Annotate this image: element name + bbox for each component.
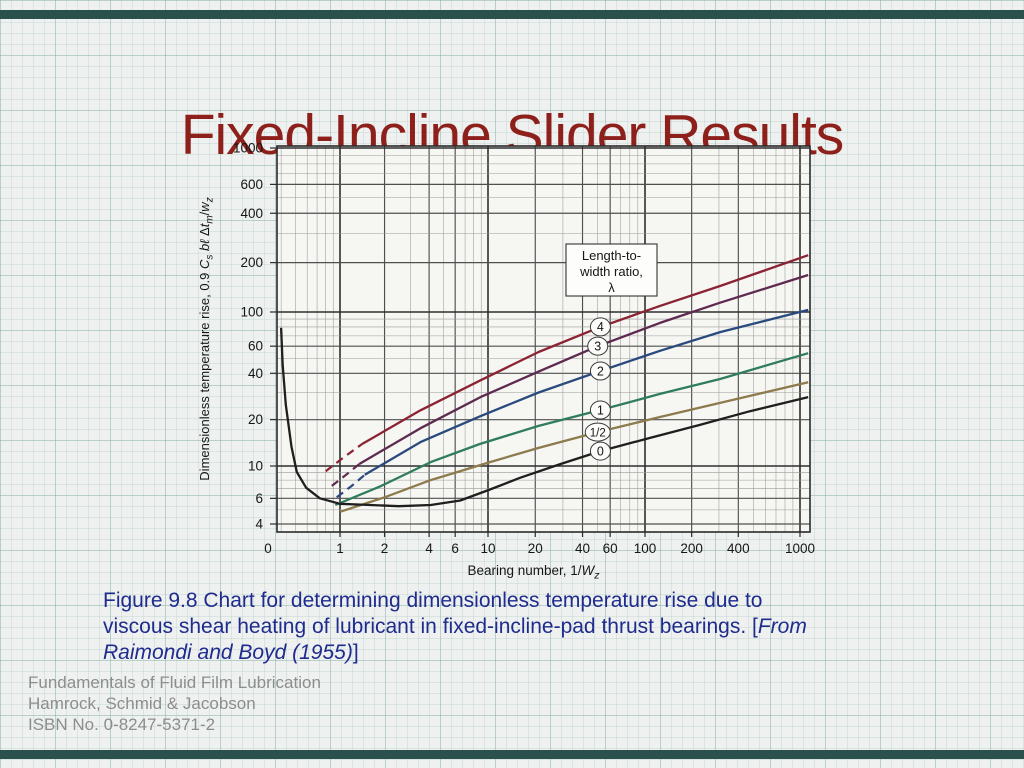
y-tick-labels: 4 6 10 20 40 60 100 200 400 600 1000 bbox=[233, 141, 264, 532]
svg-text:400: 400 bbox=[240, 206, 263, 221]
svg-text:100: 100 bbox=[634, 541, 657, 556]
plot-gridlines bbox=[277, 146, 810, 532]
curve-label-1/2: 1/2 bbox=[590, 427, 606, 439]
svg-text:2: 2 bbox=[381, 541, 389, 556]
curve-1/2 bbox=[339, 381, 809, 513]
curves bbox=[279, 254, 809, 513]
svg-text:200: 200 bbox=[240, 255, 263, 270]
curve-label-bubble-1/2 bbox=[584, 422, 611, 442]
book-credit: Fundamentals of Fluid Film Lubrication H… bbox=[28, 672, 528, 735]
curve-label-bubble-3 bbox=[587, 336, 609, 356]
curve-label-0: 0 bbox=[597, 444, 604, 458]
curve-4 bbox=[361, 254, 809, 445]
svg-text:4: 4 bbox=[425, 541, 433, 556]
curve-labels: 4 3 2 1 1/2 0 bbox=[584, 317, 611, 461]
svg-text:20: 20 bbox=[248, 412, 263, 427]
svg-text:1: 1 bbox=[336, 541, 344, 556]
curve-dashed-2 bbox=[336, 473, 366, 499]
book-authors: Hamrock, Schmid & Jacobson bbox=[28, 694, 256, 713]
figure-caption: Figure 9.8 Chart for determining dimensi… bbox=[103, 588, 933, 666]
svg-text:10: 10 bbox=[248, 459, 263, 474]
plot-background bbox=[277, 146, 810, 532]
curve-label-bubble-4 bbox=[589, 317, 611, 337]
svg-text:0: 0 bbox=[264, 541, 272, 556]
curve-label-bubble-2 bbox=[589, 361, 611, 381]
caption-line1: Figure 9.8 Chart for determining dimensi… bbox=[103, 589, 763, 612]
legend-box: Length-to-width ratio,λ bbox=[565, 243, 658, 297]
x-tick-labels: 0 1 2 4 6 10 20 40 60 100 200 400 1000 bbox=[264, 541, 815, 556]
svg-text:60: 60 bbox=[248, 339, 263, 354]
curve-1 bbox=[334, 352, 809, 507]
plot-frame bbox=[276, 145, 811, 533]
curve-3 bbox=[358, 273, 809, 465]
svg-text:6: 6 bbox=[451, 541, 459, 556]
curve-label-bubble-0 bbox=[589, 441, 611, 461]
svg-text:4: 4 bbox=[255, 517, 263, 532]
top-accent-bar bbox=[0, 10, 1024, 19]
svg-text:400: 400 bbox=[727, 541, 750, 556]
svg-text:6: 6 bbox=[255, 491, 263, 506]
caption-line3-italic: Raimondi and Boyd (1955) bbox=[103, 641, 353, 664]
caption-line2-italic: From bbox=[757, 615, 807, 638]
svg-text:1000: 1000 bbox=[233, 141, 263, 156]
svg-text:20: 20 bbox=[528, 541, 543, 556]
curve-dashed-3 bbox=[331, 463, 360, 487]
svg-text:100: 100 bbox=[240, 305, 263, 320]
axis-ticks bbox=[270, 147, 801, 537]
caption-line3-close: ] bbox=[352, 641, 359, 664]
svg-text:Length-to-: Length-to- bbox=[582, 248, 641, 263]
svg-text:40: 40 bbox=[248, 366, 263, 381]
svg-text:60: 60 bbox=[603, 541, 618, 556]
curve-label-2: 2 bbox=[597, 364, 604, 378]
curve-0 bbox=[279, 327, 809, 508]
svg-text:200: 200 bbox=[680, 541, 703, 556]
curve-label-4: 4 bbox=[597, 320, 604, 334]
curve-2 bbox=[364, 308, 809, 476]
curve-label-bubble-1 bbox=[589, 400, 611, 420]
bottom-accent-bar bbox=[0, 750, 1024, 759]
svg-text:width ratio,: width ratio, bbox=[579, 264, 643, 279]
svg-text:10: 10 bbox=[480, 541, 495, 556]
svg-text:1000: 1000 bbox=[785, 541, 815, 556]
curve-label-1: 1 bbox=[597, 403, 604, 417]
curve-label-3: 3 bbox=[594, 339, 601, 353]
x-axis-title: Bearing number, 1/Wz bbox=[467, 563, 600, 582]
svg-text:600: 600 bbox=[240, 177, 263, 192]
curve-dashed-4 bbox=[325, 443, 363, 473]
caption-line2: viscous shear heating of lubricant in fi… bbox=[103, 615, 758, 638]
svg-text:40: 40 bbox=[575, 541, 590, 556]
svg-text:λ: λ bbox=[608, 280, 615, 295]
book-isbn: ISBN No. 0-8247-5371-2 bbox=[28, 715, 216, 734]
book-title: Fundamentals of Fluid Film Lubrication bbox=[28, 673, 321, 692]
y-axis-title: Dimensionless temperature rise, 0.9 Cs b… bbox=[197, 197, 216, 480]
